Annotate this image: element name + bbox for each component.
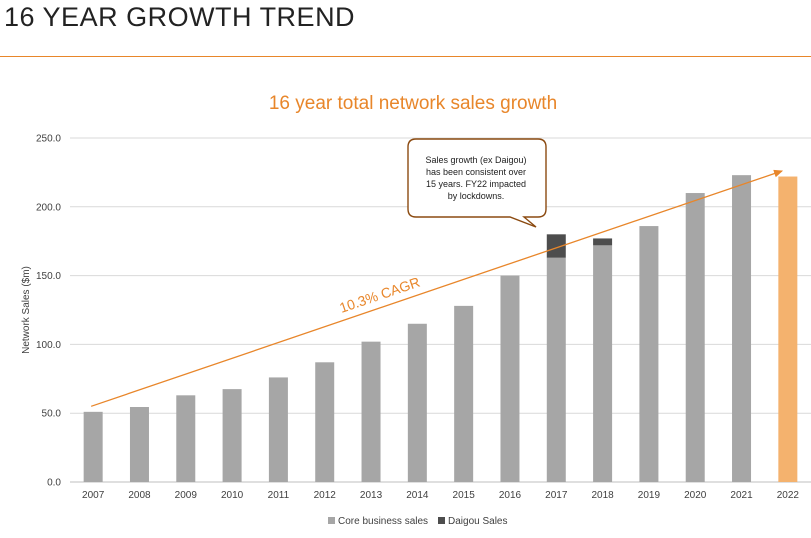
- bar-core-2019: [639, 226, 659, 482]
- bar-core-2022: [778, 176, 798, 482]
- legend-label-daigou: Daigou Sales: [448, 516, 507, 527]
- x-tick-label: 2015: [453, 490, 476, 501]
- bar-core-2015: [454, 305, 474, 482]
- bar-core-2007: [83, 411, 103, 482]
- title-divider: [0, 56, 811, 57]
- y-tick-label: 0.0: [47, 478, 61, 489]
- bar-core-2016: [500, 275, 520, 482]
- bar-daigou-2017: [546, 234, 566, 258]
- bar-core-2017: [546, 257, 566, 482]
- callout-shape: [407, 138, 547, 228]
- bar-core-2018: [593, 245, 613, 482]
- x-tick-label: 2020: [684, 490, 707, 501]
- legend-swatch-core: [328, 517, 335, 524]
- x-tick-label: 2018: [591, 490, 614, 501]
- x-tick-label: 2019: [638, 490, 661, 501]
- x-tick-label: 2016: [499, 490, 522, 501]
- bar-core-2010: [222, 389, 242, 482]
- bar-daigou-2018: [593, 238, 613, 246]
- y-axis-ticks: 0.0 50.0 100.0 150.0 200.0 250.0: [36, 134, 61, 489]
- bar-core-2021: [732, 175, 752, 483]
- bar-core-2020: [685, 193, 705, 483]
- bar-core-2014: [407, 323, 427, 482]
- x-tick-label: 2013: [360, 490, 383, 501]
- cagr-label: 10.3% CAGR: [337, 274, 422, 316]
- callout-line-3: 15 years. FY22 impacted: [426, 179, 526, 189]
- y-tick-label: 150.0: [36, 271, 61, 282]
- bar-core-2011: [268, 377, 288, 482]
- bars: [83, 175, 798, 483]
- chart-title: 16 year total network sales growth: [269, 93, 557, 114]
- callout-line-2: has been consistent over: [426, 167, 526, 177]
- x-tick-label: 2010: [221, 490, 244, 501]
- slide-title: 16 YEAR GROWTH TREND: [4, 2, 356, 32]
- x-tick-label: 2011: [268, 490, 290, 501]
- y-tick-label: 250.0: [36, 134, 61, 145]
- callout-line-1: Sales growth (ex Daigou): [425, 155, 526, 165]
- legend: Core business sales Daigou Sales: [328, 516, 507, 527]
- x-tick-label: 2022: [777, 490, 800, 501]
- y-tick-label: 50.0: [42, 409, 62, 420]
- x-axis-ticks: 2007 2008 2009 2010 2011 2012 2013 2014 2015 2016…: [82, 490, 799, 501]
- y-axis-label: Network Sales ($m): [21, 266, 32, 354]
- bar-core-2008: [129, 407, 149, 482]
- legend-label-core: Core business sales: [338, 516, 428, 527]
- callout-bubble: Sales growth (ex Daigou) has been consis…: [407, 138, 547, 228]
- x-tick-label: 2014: [406, 490, 429, 501]
- x-tick-label: 2007: [82, 490, 105, 501]
- bar-core-2013: [361, 341, 381, 482]
- x-tick-label: 2008: [128, 490, 151, 501]
- callout-line-4: by lockdowns.: [448, 191, 505, 201]
- bar-core-2012: [315, 362, 335, 482]
- legend-swatch-daigou: [438, 517, 445, 524]
- x-tick-label: 2021: [730, 490, 753, 501]
- y-tick-label: 200.0: [36, 202, 61, 213]
- x-tick-label: 2017: [545, 490, 568, 501]
- x-tick-label: 2009: [175, 490, 198, 501]
- y-tick-label: 100.0: [36, 340, 61, 351]
- x-tick-label: 2012: [314, 490, 337, 501]
- cagr-trend-arrow: [90, 169, 784, 407]
- bar-core-2009: [176, 395, 196, 482]
